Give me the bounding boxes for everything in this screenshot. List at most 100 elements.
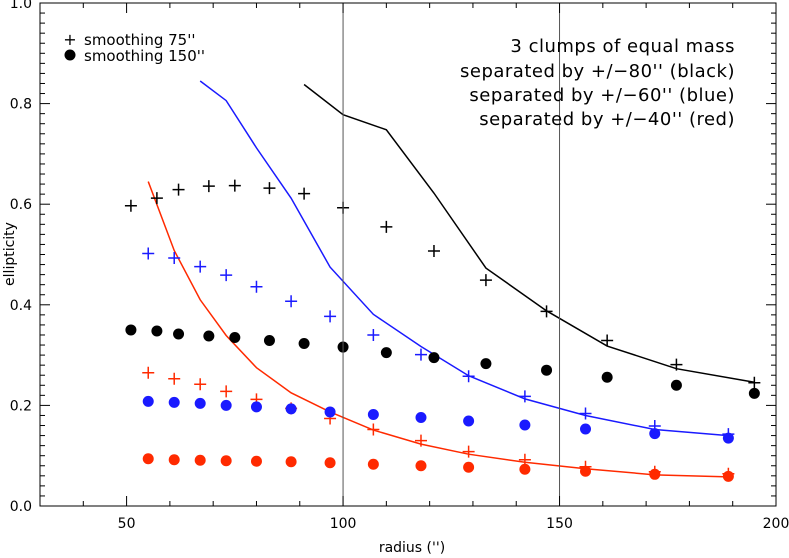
black-plus-point [540,305,553,318]
blue-dot-point [519,419,531,431]
black-plus-point [150,192,163,205]
red-curve [147,181,729,478]
black-curve [303,83,755,384]
black-dot-point [263,335,275,347]
red-dot-point [580,465,592,477]
black-plus-point [298,187,311,200]
red-dot-point [367,458,379,470]
red-dot-point [250,455,262,467]
black-plus-point [202,180,215,193]
blue-dot-point [142,395,154,407]
blue-plus-point [194,260,207,273]
black-dot-point [203,330,215,342]
blue-dot-point [649,428,661,440]
blue-plus-point [414,348,427,361]
red-plus-point [367,423,380,436]
red-plus-point [142,366,155,379]
black-dot-point [380,347,392,359]
black-plus-point [228,179,241,192]
x-tick-label: 200 [763,516,789,532]
blue-plus-point [518,390,531,403]
blue-plus-point [579,407,592,420]
black-dot-point [428,352,440,364]
blue-dot-point [250,401,262,413]
x-tick-label: 150 [546,516,573,532]
blue-plus-point [324,310,337,323]
legend-dot-marker [64,49,76,61]
blue-plus-point [250,280,263,293]
y-axis-title: ellipticity [2,222,18,286]
series-layer [124,80,761,482]
red-dot-point [519,463,531,475]
red-plus-point [462,445,475,458]
annotation-line-1: 3 clumps of equal mass [510,36,735,57]
black-plus-point [172,183,185,196]
red-plus-point [414,434,427,447]
blue-dot-point [367,408,379,420]
blue-dot-point [722,432,734,444]
legend-plus-marker: + [63,30,76,49]
blue-plus-point [367,328,380,341]
black-dot-point [670,379,682,391]
y-tick-label: 0.8 [10,97,32,113]
red-plus-point [518,453,531,466]
black-dot-point [480,358,492,370]
black-plus-point [601,334,614,347]
blue-plus-point [168,252,181,265]
legend-label-smoothing-150: smoothing 150'' [84,47,205,65]
black-dot-point [748,387,760,399]
red-dot-point [463,461,475,473]
blue-dot-point [324,406,336,418]
red-plus-point [194,378,207,391]
blue-dot-point [415,411,427,423]
black-dot-point [541,364,553,376]
black-plus-point [380,220,393,233]
blue-plus-point [462,370,475,383]
annotation-line-4: separated by +/−40'' (red) [479,109,735,130]
red-plus-point [168,372,181,385]
blue-dot-point [463,415,475,427]
blue-dot-point [168,396,180,408]
black-dot-point [125,324,137,336]
black-plus-point [124,199,137,212]
red-dot-point [415,460,427,472]
black-dot-point [601,371,613,383]
annotation-line-2: separated by +/−80'' (black) [460,61,735,82]
y-tick-label: 0.4 [10,298,32,314]
black-dot-point [151,325,163,337]
blue-plus-point [285,295,298,308]
blue-plus-point [220,269,233,282]
black-dot-point [229,331,241,343]
legend: + smoothing 75'' smoothing 150'' [63,30,205,65]
blue-dot-point [285,403,297,415]
red-dot-point [285,456,297,468]
black-plus-point [670,358,683,371]
y-tick-label: 0.2 [10,398,32,414]
red-dot-point [324,457,336,469]
black-plus-point [263,182,276,195]
axes-layer: 50 100 150 200 0.0 0.2 0.4 0.6 0.8 1.0 [10,0,789,532]
annotation-line-3: separated by +/−60'' (blue) [469,85,735,106]
black-dot-point [173,328,185,340]
red-dot-point [649,468,661,480]
blue-dot-point [220,399,232,411]
blue-curve [199,80,729,437]
y-tick-label: 0.6 [10,197,32,213]
y-tick-label: 1.0 [10,0,32,12]
blue-plus-point [142,247,155,260]
blue-dot-point [580,423,592,435]
red-dot-point [722,470,734,482]
red-dot-point [220,455,232,467]
y-tick-label: 0.0 [10,499,32,515]
blue-dot-point [194,397,206,409]
red-dot-point [142,453,154,465]
annotation: 3 clumps of equal mass separated by +/−8… [460,36,735,130]
legend-label-smoothing-75: smoothing 75'' [84,31,195,49]
red-dot-point [194,454,206,466]
x-tick-label: 100 [330,516,357,532]
black-plus-point [748,376,761,389]
red-plus-point [220,385,233,398]
black-plus-point [427,244,440,257]
black-dot-point [298,338,310,350]
